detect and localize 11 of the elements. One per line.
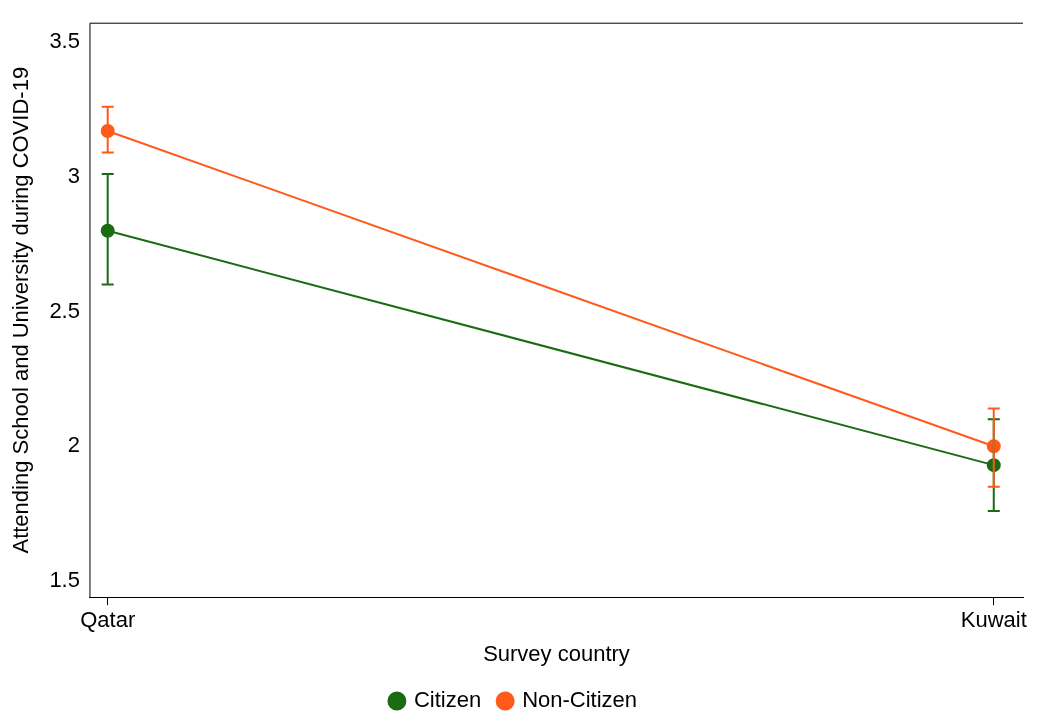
y-tick-label: 3 bbox=[67, 162, 80, 188]
legend-label: Non-Citizen bbox=[522, 687, 638, 713]
y-tick-label: 2.5 bbox=[49, 297, 80, 323]
y-tick-label: 3.5 bbox=[49, 28, 80, 54]
x-tick-label: Kuwait bbox=[960, 607, 1027, 633]
y-tick-label: 1.5 bbox=[49, 567, 80, 593]
legend-label: Citizen bbox=[413, 687, 482, 713]
y-axis-title: Attending School and University during COVID-19 bbox=[8, 66, 34, 554]
x-tick-label: Qatar bbox=[80, 607, 136, 633]
y-tick-label: 2 bbox=[67, 432, 80, 458]
x-axis-title: Survey country bbox=[483, 640, 630, 666]
